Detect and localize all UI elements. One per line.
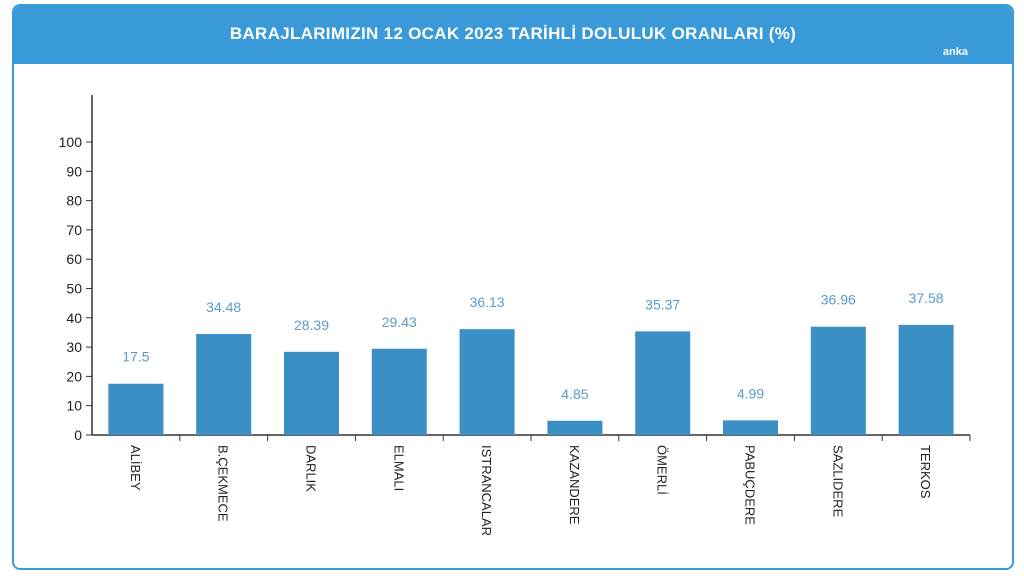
chart-header: BARAJLARIMIZIN 12 OCAK 2023 TARİHLİ DOLU… xyxy=(14,6,1012,64)
bar xyxy=(108,383,164,435)
y-tick-label: 90 xyxy=(66,163,82,179)
data-label: 36.96 xyxy=(821,292,856,308)
bar xyxy=(284,351,339,435)
chart-card: BARAJLARIMIZIN 12 OCAK 2023 TARİHLİ DOLU… xyxy=(12,4,1014,570)
bar xyxy=(810,326,866,435)
data-label: 34.48 xyxy=(206,299,241,315)
x-tick-label: TERKOS xyxy=(918,445,933,499)
x-tick-label: SAZLIDERE xyxy=(830,445,845,518)
bar xyxy=(459,329,515,435)
data-label: 17.5 xyxy=(122,349,149,365)
x-tick-label: ALİBEY xyxy=(128,445,143,491)
y-tick-label: 70 xyxy=(66,222,82,238)
bar xyxy=(371,348,427,435)
x-tick-label: KAZANDERE xyxy=(567,445,582,525)
y-tick-label: 100 xyxy=(59,134,83,150)
y-tick-label: 40 xyxy=(66,310,82,326)
x-tick-label: ISTRANCALAR xyxy=(479,445,494,536)
y-tick-label: 30 xyxy=(66,339,82,355)
x-tick-label: DARLIK xyxy=(304,445,319,492)
data-label: 29.43 xyxy=(382,314,417,330)
bar xyxy=(547,420,603,435)
x-tick-label: PABUÇDERE xyxy=(743,445,758,525)
data-label: 4.99 xyxy=(737,385,764,401)
y-tick-label: 0 xyxy=(74,427,82,443)
y-tick-label: 10 xyxy=(66,398,82,414)
brand-logo: anka xyxy=(942,46,968,58)
bar xyxy=(635,331,691,435)
x-tick-label: B.ÇEKMECE xyxy=(216,445,231,522)
data-label: 35.37 xyxy=(645,296,680,312)
x-tick-label: ELMALI xyxy=(391,445,406,491)
x-tick-label: ÖMERLİ xyxy=(655,445,670,495)
y-tick-label: 20 xyxy=(66,368,82,384)
y-tick-label: 60 xyxy=(66,251,82,267)
data-label: 28.39 xyxy=(294,317,329,333)
data-label: 36.13 xyxy=(470,294,505,310)
bar xyxy=(196,333,252,435)
chart-title: BARAJLARIMIZIN 12 OCAK 2023 TARİHLİ DOLU… xyxy=(229,24,797,43)
data-label: 37.58 xyxy=(909,290,944,306)
bar xyxy=(898,324,954,435)
bar xyxy=(723,420,778,435)
y-tick-label: 80 xyxy=(66,193,82,209)
data-label: 4.85 xyxy=(561,386,588,402)
y-tick-label: 50 xyxy=(66,281,82,297)
